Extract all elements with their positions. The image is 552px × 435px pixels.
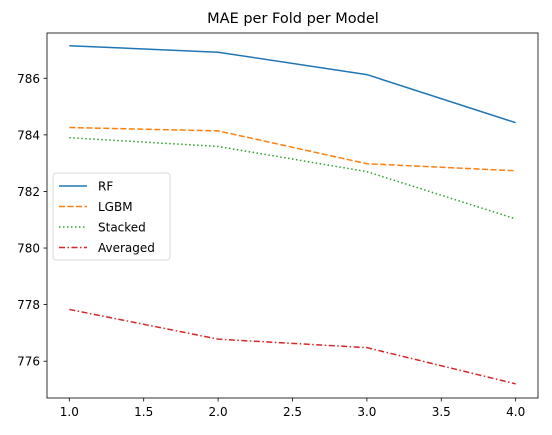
x-tick-label: 1.0 [60, 405, 79, 419]
y-tick-label: 786 [17, 72, 40, 86]
y-tick-label: 778 [17, 298, 40, 312]
axes-layer: 1.0 1.5 2.0 2.5 3.0 3.5 4.0 776 778 780 782 784 786 [17, 32, 539, 419]
legend-label-lgbm: LGBM [98, 200, 133, 214]
y-tick-label: 780 [17, 242, 40, 256]
series-line-averaged [69, 308, 516, 385]
x-tick-label: 2.5 [283, 405, 302, 419]
x-tick-label: 3.0 [357, 405, 376, 419]
x-tick-label: 1.5 [134, 405, 153, 419]
legend: RF LGBM Stacked Averaged [52, 172, 171, 261]
legend-label-rf: RF [98, 180, 113, 194]
series-line-stacked [69, 136, 516, 220]
y-tick-label: 776 [17, 355, 40, 369]
y-tick-label: 782 [17, 185, 40, 199]
legend-label-stacked: Stacked [98, 221, 146, 235]
chart-title: MAE per Fold per Model [207, 11, 379, 27]
series-layer [69, 44, 516, 385]
series-line-lgbm [69, 126, 516, 172]
x-tick-label: 4.0 [506, 405, 525, 419]
y-tick-label: 784 [17, 128, 40, 142]
x-tick-label: 3.5 [432, 405, 451, 419]
legend-label-averaged: Averaged [98, 241, 155, 255]
x-tick-label: 2.0 [209, 405, 228, 419]
series-line-rf [69, 44, 516, 124]
legend-box [52, 172, 171, 261]
